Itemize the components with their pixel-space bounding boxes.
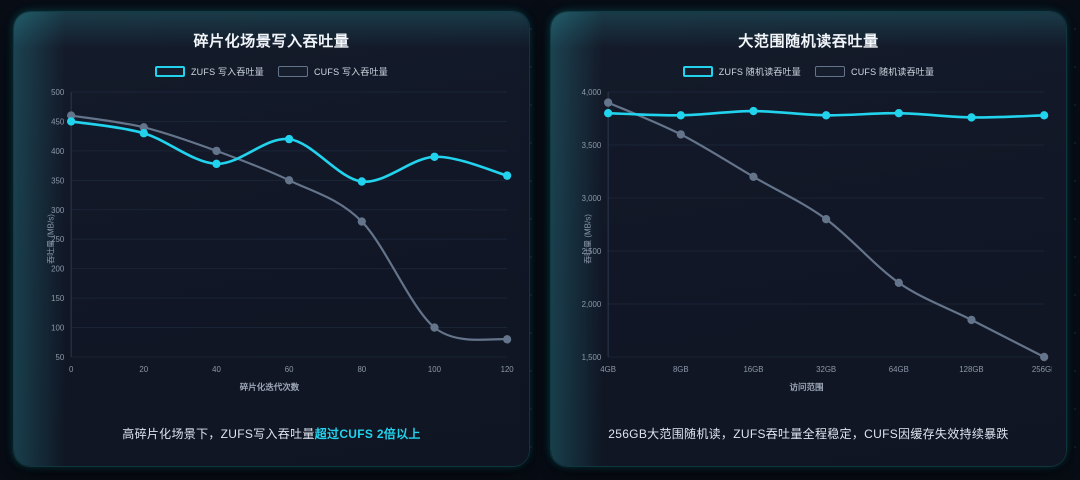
svg-text:400: 400 [51, 147, 65, 156]
svg-text:500: 500 [51, 88, 65, 97]
svg-text:40: 40 [212, 365, 221, 374]
plot-area-right: 吞吐量 (MB/s) 1,500 2,000 2,500 3,000 3,500 4,00… [561, 86, 1052, 392]
svg-text:8GB: 8GB [673, 365, 689, 374]
svg-text:16GB: 16GB [743, 365, 763, 374]
svg-text:50: 50 [56, 353, 65, 362]
svg-text:20: 20 [139, 365, 148, 374]
svg-text:0: 0 [69, 365, 74, 374]
x-axis-label-left: 碎片化迭代次数 [239, 382, 300, 392]
svg-text:350: 350 [51, 176, 65, 185]
panel-random-read-throughput: 大范围随机读吞吐量 ZUFS 随机读吞吐量 CUFS 随机读吞吐量 吞吐量 (M… [551, 12, 1066, 466]
svg-text:64GB: 64GB [889, 365, 909, 374]
page-title-right: 大范围随机读吞吐量 [738, 33, 879, 50]
legend-label-cufs-right: CUFS 随机读吞吐量 [851, 67, 935, 77]
svg-text:100: 100 [51, 323, 65, 332]
page-title-left: 碎片化场景写入吞吐量 [193, 33, 350, 50]
caption-left-plain: 高碎片化场景下，ZUFS写入吞吐量 [122, 427, 315, 441]
legend-item-cufs-left[interactable]: CUFS 写入吞吐量 [277, 65, 388, 78]
svg-text:3,500: 3,500 [582, 141, 602, 150]
svg-text:4GB: 4GB [600, 365, 616, 374]
legend-swatch-icon-zufs-left [154, 66, 185, 77]
line-chart-right: 1,500 2,000 2,500 3,000 3,500 4,000 4GB 8GB 16GB… [582, 88, 1052, 374]
svg-text:150: 150 [51, 294, 65, 303]
legend-right: ZUFS 随机读吞吐量 CUFS 随机读吞吐量 [551, 65, 1066, 78]
caption-right: 256GB大范围随机读，ZUFS吞吐量全程稳定，CUFS因缓存失效持续暴跌 [551, 425, 1066, 442]
legend-item-zufs-left[interactable]: ZUFS 写入吞吐量 [154, 65, 264, 78]
svg-text:200: 200 [51, 265, 65, 274]
svg-text:128GB: 128GB [959, 365, 983, 374]
svg-text:450: 450 [51, 117, 65, 126]
svg-text:100: 100 [428, 365, 442, 374]
legend-left: ZUFS 写入吞吐量 CUFS 写入吞吐量 [14, 65, 529, 78]
legend-swatch-icon-cufs-right [815, 66, 845, 77]
svg-text:2,500: 2,500 [582, 247, 602, 256]
legend-label-zufs-right: ZUFS 随机读吞吐量 [718, 67, 801, 77]
plot-area-left: 吞吐量 (MB/s) 50 100 150 200 250 300 350 400 450 500… [24, 86, 515, 392]
caption-right-plain: 256GB大范围随机读，ZUFS吞吐量全程稳定，CUFS因缓存失效持续暴跌 [608, 427, 1009, 441]
svg-text:256GB: 256GB [1032, 365, 1052, 374]
legend-item-cufs-right[interactable]: CUFS 随机读吞吐量 [815, 65, 934, 78]
svg-text:2,000: 2,000 [582, 300, 602, 309]
panel-write-throughput: 碎片化场景写入吞吐量 ZUFS 写入吞吐量 CUFS 写入吞吐量 吞吐量 (MB… [14, 12, 529, 466]
svg-text:300: 300 [51, 206, 65, 215]
svg-text:32GB: 32GB [816, 365, 836, 374]
legend-item-zufs-right[interactable]: ZUFS 随机读吞吐量 [682, 65, 801, 78]
legend-swatch-icon-cufs-left [277, 66, 308, 77]
x-axis-label-right: 访问范围 [789, 382, 824, 392]
caption-left-highlight: 超过CUFS 2倍以上 [314, 427, 421, 441]
svg-text:120: 120 [501, 365, 515, 374]
caption-left: 高碎片化场景下，ZUFS写入吞吐量超过CUFS 2倍以上 [14, 425, 529, 442]
svg-text:3,000: 3,000 [582, 194, 602, 203]
legend-label-zufs-left: ZUFS 写入吞吐量 [190, 67, 264, 77]
svg-text:1,500: 1,500 [582, 353, 602, 362]
svg-text:60: 60 [285, 365, 294, 374]
line-chart-left: 50 100 150 200 250 300 350 400 450 500 0 20 40 60 80 10… [51, 88, 515, 374]
legend-swatch-icon-zufs-right [682, 66, 713, 77]
legend-label-cufs-left: CUFS 写入吞吐量 [313, 67, 388, 77]
svg-text:4,000: 4,000 [582, 88, 602, 97]
svg-text:250: 250 [51, 235, 65, 244]
svg-text:80: 80 [357, 365, 366, 374]
